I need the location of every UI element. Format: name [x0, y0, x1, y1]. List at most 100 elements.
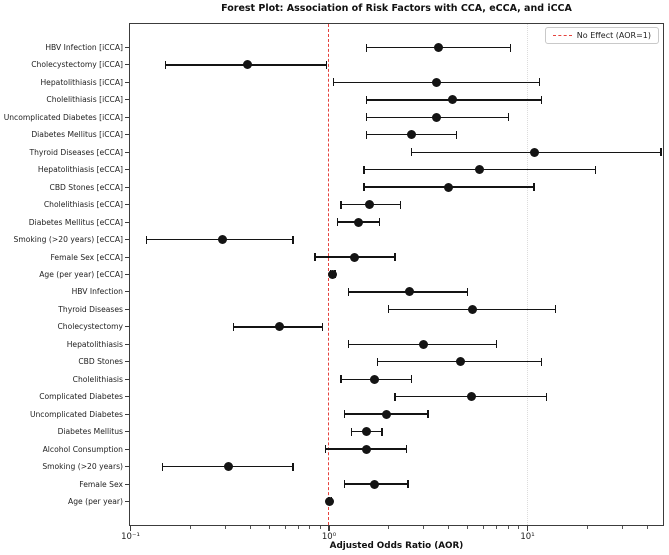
chart-title: Forest Plot: Association of Risk Factors… — [221, 3, 572, 14]
ci-cap-right — [410, 375, 413, 384]
x-axis-minor-tick — [319, 526, 321, 529]
point-estimate-dot — [419, 339, 429, 349]
x-axis-minor-tick — [646, 526, 648, 529]
point-estimate-dot — [217, 235, 227, 245]
y-axis-label: HBV Infection — [71, 287, 123, 297]
y-axis-tick — [125, 221, 129, 223]
y-axis-label: Uncomplicated Diabetes [iCCA] — [3, 112, 123, 122]
y-axis-label: Cholelithiasis [iCCA] — [46, 95, 123, 105]
point-estimate-dot — [448, 95, 458, 105]
ci-cap-right — [322, 322, 324, 331]
ci-cap-right — [400, 200, 402, 209]
y-axis-tick — [125, 81, 129, 83]
y-axis-label: Cholecystectomy — [57, 322, 123, 332]
y-axis-label: Cholelithiasis — [72, 374, 123, 384]
x-axis-label: Adjusted Odds Ratio (AOR) — [329, 541, 464, 551]
x-tick-label: 10⁰ — [321, 532, 337, 542]
point-estimate-dot — [382, 409, 392, 419]
y-axis-tick — [125, 186, 129, 188]
point-estimate-dot — [353, 217, 363, 227]
y-axis-tick — [125, 396, 129, 398]
x-axis-minor-tick — [284, 526, 286, 529]
x-axis-minor-tick — [586, 526, 588, 529]
x-axis-minor-tick — [268, 526, 270, 529]
x-tick-label: 10⁻¹ — [121, 532, 140, 542]
y-axis-tick — [125, 169, 129, 171]
point-estimate-dot — [350, 252, 360, 262]
ci-cap-right — [381, 427, 383, 436]
ci-cap-right — [467, 287, 469, 296]
ci-cap-right — [507, 113, 509, 122]
point-estimate-dot — [327, 269, 337, 279]
y-axis-tick — [125, 291, 129, 293]
x-axis-minor-tick — [249, 526, 251, 529]
ci-cap-left — [344, 410, 346, 419]
ci-cap-right — [378, 218, 381, 227]
y-axis-label: Diabetes Mellitus [iCCA] — [31, 130, 123, 140]
ci-cap-left — [366, 43, 368, 52]
ci-cap-right — [292, 462, 294, 471]
y-axis-label: Thyroid Diseases [eCCA] — [29, 147, 123, 157]
x-axis-minor-tick — [224, 526, 226, 529]
y-axis-tick — [125, 99, 129, 101]
y-axis-tick — [125, 64, 129, 66]
y-axis-label: Hepatolithiasis [eCCA] — [37, 165, 123, 175]
point-estimate-dot — [325, 496, 335, 506]
y-axis-tick — [125, 239, 129, 241]
ci-cap-right — [394, 253, 396, 262]
y-axis-tick — [125, 326, 129, 328]
ci-cap-right — [660, 148, 662, 157]
ci-cap-left — [336, 218, 338, 227]
ci-cap-left — [332, 78, 334, 87]
ci-cap-left — [376, 357, 378, 366]
ci-cap-left — [340, 200, 342, 209]
ci-cap-left — [324, 445, 327, 454]
point-estimate-dot — [474, 165, 484, 175]
y-axis-label: HBV Infection [iCCA] — [45, 43, 123, 52]
ci-cap-left — [366, 113, 368, 122]
y-axis-tick — [125, 483, 129, 485]
ci-cap-left — [366, 95, 368, 104]
ci-cap-right — [405, 445, 407, 454]
x-axis-minor-tick — [621, 526, 623, 529]
y-axis-tick — [125, 343, 129, 345]
ci-cap-left — [161, 462, 164, 471]
legend-label: No Effect (AOR=1) — [576, 31, 651, 40]
point-estimate-dot — [432, 112, 442, 122]
y-axis-tick — [125, 378, 129, 380]
point-estimate-dot — [362, 444, 372, 454]
point-estimate-dot — [433, 43, 443, 52]
gridline-10x — [527, 24, 528, 525]
ci-cap-right — [546, 392, 548, 401]
y-axis-label: Smoking (>20 years) [eCCA] — [13, 235, 124, 245]
x-axis-minor-tick — [467, 526, 469, 529]
y-axis-label: Uncomplicated Diabetes — [29, 409, 123, 419]
ci-cap-left — [314, 253, 316, 262]
x-axis-minor-tick — [297, 526, 299, 529]
x-axis-minor-tick — [448, 526, 449, 529]
ci-cap-right — [533, 183, 535, 192]
ci-cap-right — [541, 95, 543, 104]
x-axis-minor-tick — [496, 526, 498, 529]
point-estimate-dot — [529, 147, 539, 157]
y-axis-tick — [125, 361, 129, 363]
point-estimate-dot — [444, 182, 453, 192]
ci-cap-left — [366, 130, 368, 139]
y-axis-tick — [125, 413, 129, 415]
legend: No Effect (AOR=1) — [544, 27, 659, 44]
x-axis-minor-tick — [388, 526, 390, 529]
y-axis-tick — [125, 47, 129, 48]
ci-cap-left — [410, 148, 413, 157]
x-axis-major-tick — [129, 526, 132, 531]
legend-dashed-line-sample — [552, 35, 572, 36]
x-axis-major-tick — [526, 526, 529, 531]
ci-cap-left — [344, 480, 346, 488]
x-axis-minor-tick — [518, 526, 519, 529]
point-estimate-dot — [365, 200, 375, 210]
y-axis-label: Smoking (>20 years) — [42, 462, 123, 472]
point-estimate-dot — [243, 60, 253, 70]
y-axis-label: CBD Stones — [78, 357, 123, 367]
ci-cap-right — [594, 165, 597, 174]
point-estimate-dot — [468, 304, 478, 314]
ci-cap-left — [394, 392, 396, 401]
